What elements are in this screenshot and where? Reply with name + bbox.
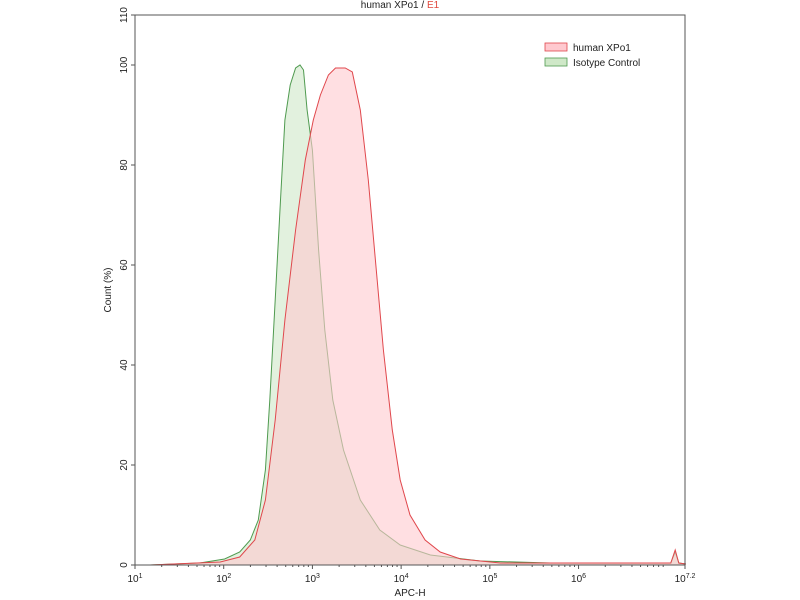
y-tick-label: 20: [119, 459, 130, 471]
y-tick-label: 100: [119, 56, 130, 73]
series-line-isotype-control: [150, 64, 686, 566]
legend-swatch-isotype-control: [544, 57, 568, 67]
x-tick-label: 106: [571, 573, 586, 585]
x-tick-label: 105: [482, 573, 497, 585]
legend: human XPo1 Isotype Control: [544, 42, 640, 69]
series-layer: [150, 64, 686, 566]
x-tick-label: 102: [216, 573, 231, 585]
x-tick-label: 107.2: [675, 573, 696, 585]
y-tick-label: 80: [119, 159, 130, 171]
chart-title: human XPo1 / E1: [0, 0, 800, 12]
title-main: human XPo1: [360, 0, 419, 11]
y-tick-label: 110: [119, 7, 130, 23]
legend-label-isotype-control: Isotype Control: [573, 58, 640, 69]
legend-swatch-human-xpo1: [544, 42, 568, 52]
y-tick-label: 40: [119, 359, 130, 371]
y-tick-label: 60: [119, 259, 130, 271]
legend-label-human-xpo1: human XPo1: [573, 43, 631, 54]
plot-frame: [134, 14, 686, 566]
series-line-human-xpo1: [150, 67, 686, 566]
x-axis-label: APC-H: [394, 588, 425, 599]
x-tick-label: 101: [127, 573, 142, 585]
x-tick-label: 104: [394, 573, 409, 585]
series-fill-human-xpo1: [150, 68, 686, 565]
y-axis-label: Count (%): [103, 267, 114, 312]
title-separator: /: [418, 0, 427, 11]
series-fill-isotype-control: [150, 65, 686, 565]
y-tick-label: 0: [119, 562, 130, 568]
title-suffix: E1: [426, 0, 440, 11]
x-tick-label: 103: [305, 573, 320, 585]
axes: 0 20 40 60 80 100 110 101 102 103 104 105 106 107.2: [119, 7, 696, 585]
